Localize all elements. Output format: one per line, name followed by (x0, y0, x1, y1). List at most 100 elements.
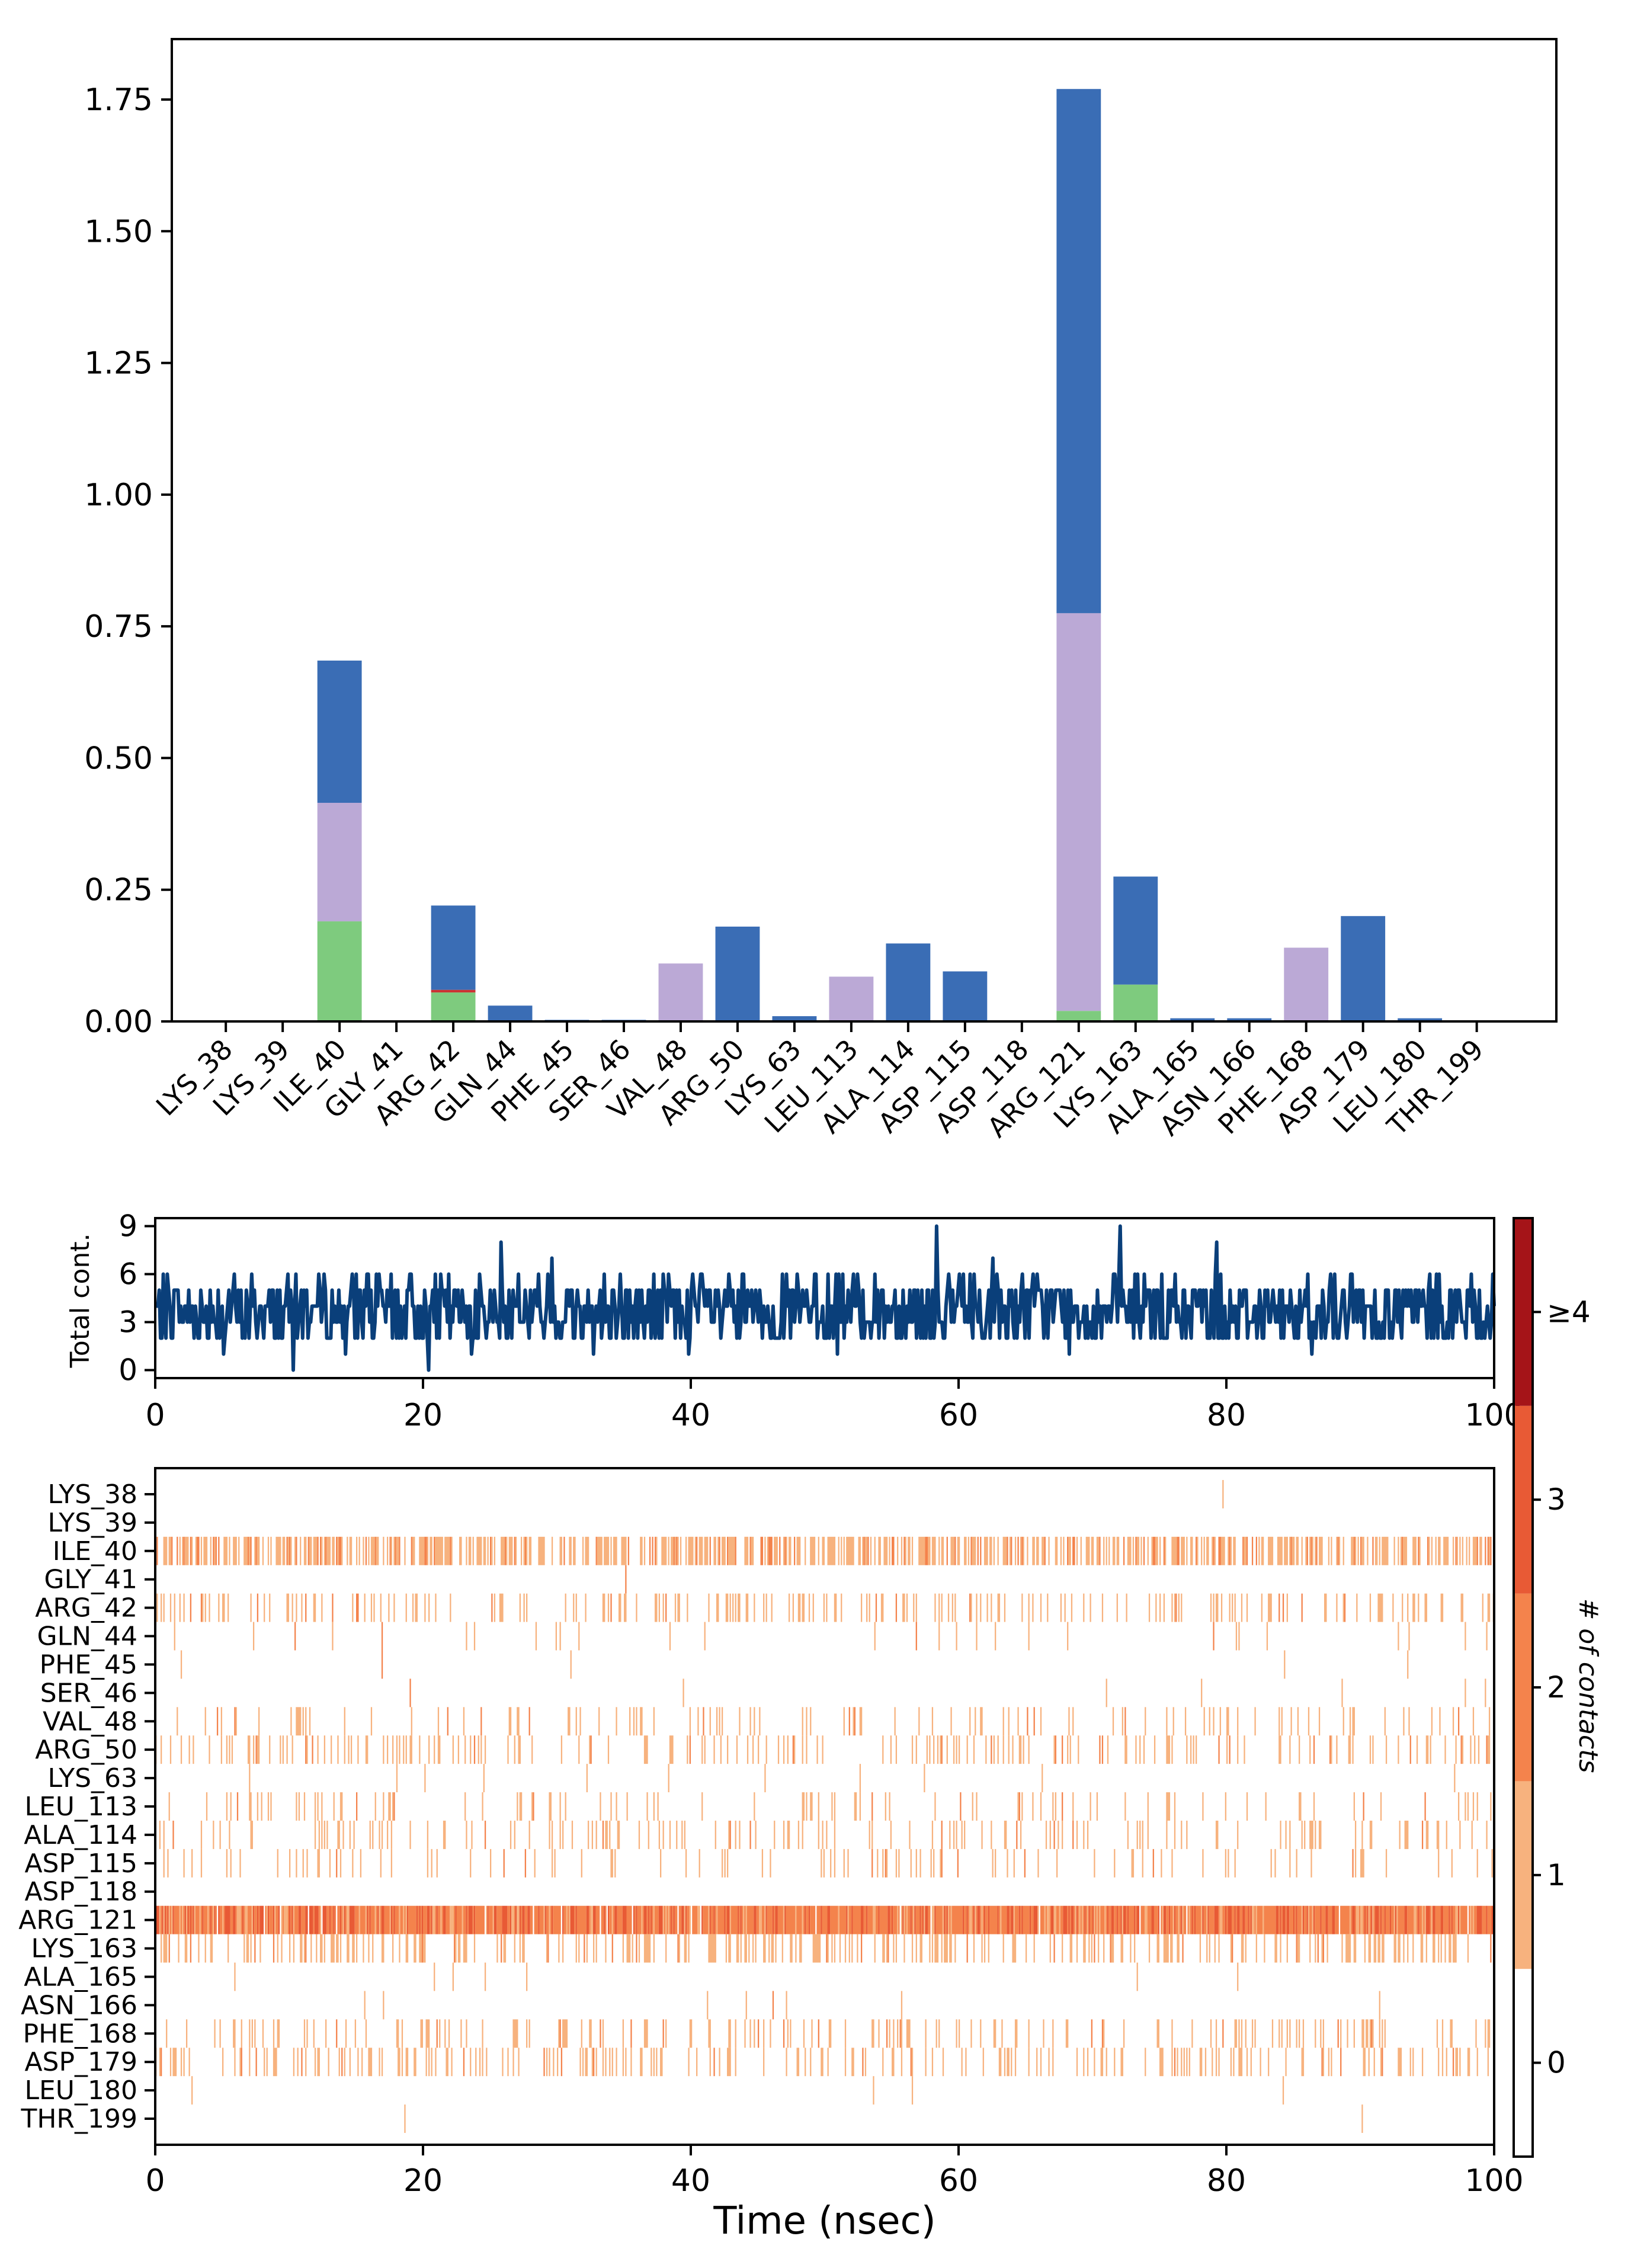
heatmap-cell (591, 1820, 594, 1849)
heatmap-cell (164, 1905, 166, 1934)
heatmap-cell (1094, 1934, 1095, 1963)
heatmap-cell (1212, 2048, 1213, 2077)
heatmap-cell (427, 1849, 429, 1878)
heatmap-cell (1181, 2048, 1183, 2077)
heatmap-cell (1421, 2048, 1424, 2077)
heatmap-cell (1403, 1536, 1408, 1565)
heatmap-cell (818, 1820, 819, 1849)
heatmap-cell (275, 1905, 278, 1934)
heatmap-cell (1148, 1593, 1151, 1622)
heatmap-cell (1368, 1905, 1370, 1934)
heatmap-cell (200, 1905, 203, 1934)
heatmap-cell (960, 1792, 962, 1821)
heatmap-cell (1249, 1905, 1251, 1934)
heatmap-cell (970, 2019, 972, 2048)
heatmap-cell (496, 1934, 498, 1963)
heatmap-cell (345, 2019, 347, 2048)
heatmap-cell (830, 1905, 838, 1934)
heatmap-cell (894, 1707, 896, 1736)
heatmap-cell (238, 1536, 240, 1565)
heatmap-cell (191, 2076, 193, 2105)
heatmap-cell (772, 1991, 774, 2020)
heatmap-cell (1090, 1792, 1091, 1821)
heatmap-cell (560, 1735, 563, 1764)
heatmap-cell (470, 1735, 472, 1764)
heatmap-cell (741, 1905, 744, 1934)
heatmap-cell (1301, 1905, 1303, 1934)
heatmap-cell (229, 1735, 230, 1764)
heatmap-cell (372, 1934, 374, 1963)
heatmap-cell (1474, 1735, 1476, 1764)
heatmap-cell (1462, 1735, 1464, 1764)
heatmap-cell (405, 1934, 409, 1963)
heatmap-cell (1490, 1792, 1492, 1821)
heatmap-cell (1207, 1905, 1209, 1934)
heatmap-cell (1331, 1536, 1332, 1565)
heatmap-cell (550, 1905, 552, 1934)
heatmap-cell (1191, 2019, 1193, 2048)
heatmap-cell (1232, 1593, 1233, 1622)
heatmap-cell (727, 1905, 730, 1934)
heatmap-cell (213, 1536, 214, 1565)
heatmap-cell (325, 2019, 327, 2048)
heatmap-cell (696, 2048, 698, 2077)
heatmap-cell (965, 2048, 967, 2077)
heatmap-cell (559, 2019, 561, 2048)
heatmap-cell (1438, 1536, 1441, 1565)
heatmap-cell (716, 1593, 719, 1622)
heatmap-cell (1251, 1905, 1255, 1934)
heatmap-cell (1436, 1820, 1440, 1849)
heatmap-cell (1369, 1735, 1372, 1764)
heatmap-cell (415, 1593, 418, 1622)
heatmap-cell (1143, 1735, 1145, 1764)
heatmap-cell (1418, 1905, 1419, 1934)
heatmap-cell (1361, 1536, 1364, 1565)
heatmap-cell (1023, 1536, 1024, 1565)
heatmap-cell (941, 1593, 943, 1622)
heatmap-cell (983, 1536, 988, 1565)
heatmap-cell (373, 1593, 375, 1622)
heatmap-cell (823, 1849, 825, 1878)
heatmap-cell (901, 2048, 903, 2077)
heatmap-cell (503, 1849, 505, 1878)
heatmap-cell (862, 2048, 864, 2077)
heatmap-cell (1369, 1593, 1372, 1622)
heatmap-y-tick-label: THR_199 (20, 2104, 137, 2134)
heatmap-cell (1094, 2048, 1095, 2077)
bar-y-tick-label: 1.00 (84, 478, 153, 513)
heatmap-cell (250, 1593, 252, 1622)
heatmap-cell (1020, 1820, 1022, 1849)
heatmap-cell (1151, 1536, 1153, 1565)
heatmap-cell (857, 1934, 858, 1963)
heatmap-cell (325, 1536, 327, 1565)
heatmap-cell (502, 1905, 508, 1934)
heatmap-cell (934, 1593, 936, 1622)
heatmap-cell (1218, 1934, 1220, 1963)
heatmap-cell (380, 1593, 382, 1622)
heatmap-cell (573, 1593, 575, 1622)
heatmap-cell (526, 1962, 528, 1991)
heatmap-cell (973, 1735, 975, 1764)
heatmap-cell (247, 1905, 252, 1934)
heatmap-x-tick-label: 100 (1465, 2163, 1523, 2199)
heatmap-cell (1407, 1905, 1414, 1934)
heatmap-cell (361, 2048, 363, 2077)
heatmap-cell (1033, 1905, 1038, 1934)
heatmap-cell (313, 1905, 315, 1934)
heatmap-cell (1237, 1707, 1239, 1736)
heatmap-cell (775, 1905, 778, 1934)
heatmap-cell (823, 1593, 825, 1622)
heatmap-cell (997, 1593, 1001, 1622)
heatmap-cell (697, 1707, 699, 1736)
heatmap-cell (1450, 1905, 1451, 1934)
heatmap-cell (1112, 1707, 1114, 1736)
heatmap-cell (743, 1905, 745, 1934)
heatmap-cell (229, 1820, 230, 1849)
line-y-tick-label: 6 (118, 1257, 137, 1292)
heatmap-cell (214, 1905, 216, 1934)
heatmap-cell (1358, 1905, 1360, 1934)
heatmap-cell (1220, 1593, 1223, 1622)
heatmap-cell (1254, 2019, 1256, 2048)
heatmap-cell (159, 2048, 161, 2077)
heatmap-cell (633, 1905, 635, 1934)
